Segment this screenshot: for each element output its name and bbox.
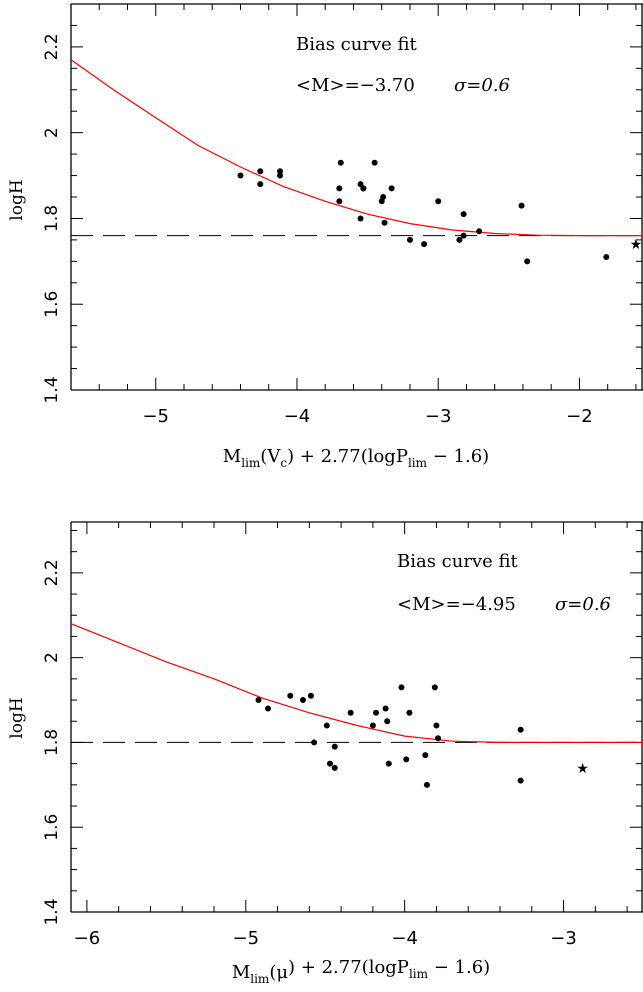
data-point bbox=[371, 159, 378, 166]
data-point bbox=[406, 236, 413, 243]
data-point bbox=[347, 709, 354, 716]
y-tick-label: 1.4 bbox=[42, 898, 62, 925]
data-point bbox=[398, 684, 405, 691]
data-point bbox=[385, 760, 392, 767]
data-point bbox=[518, 202, 525, 209]
data-point bbox=[373, 709, 380, 716]
x-tick-label: −3 bbox=[425, 406, 452, 427]
data-point bbox=[323, 722, 330, 729]
plot-frame bbox=[70, 3, 643, 391]
data-point bbox=[255, 697, 262, 704]
chart-panel-bottom: −6 −5 −4 −3 1.41.61.822.2 ★ Bias curve fit … bbox=[7, 521, 643, 986]
x-tick-label: −4 bbox=[284, 406, 311, 427]
data-point bbox=[357, 181, 364, 188]
y-axis-ticks: 1.4 1.6 1.8 2 2.2 bbox=[42, 3, 642, 404]
x-axis-ticks: −6 −5 −4 −3 bbox=[74, 522, 628, 949]
y-tick-label: 1.8 bbox=[42, 729, 62, 756]
data-point bbox=[388, 185, 395, 192]
data-point bbox=[431, 684, 438, 691]
data-point bbox=[433, 722, 440, 729]
y-tick-label: 2.2 bbox=[42, 559, 62, 586]
data-point bbox=[603, 254, 610, 261]
data-point bbox=[524, 258, 531, 265]
data-point bbox=[237, 172, 244, 179]
data-point bbox=[331, 764, 338, 771]
y-tick-label: 1.6 bbox=[42, 291, 62, 318]
star-point: ★ bbox=[630, 237, 643, 253]
data-points: ★ bbox=[237, 159, 643, 265]
x-tick-label: −3 bbox=[550, 928, 577, 949]
plot-frame bbox=[70, 521, 643, 913]
data-point bbox=[326, 760, 333, 767]
x-axis-label: Mlim(μ) + 2.77(logPlim − 1.6) bbox=[232, 957, 490, 986]
y-axis-ticks: 1.4 1.6 1.8 2 2.2 bbox=[42, 529, 642, 926]
annotation-title: Bias curve fit bbox=[397, 551, 519, 572]
x-tick-label: −5 bbox=[233, 928, 260, 949]
data-point bbox=[423, 781, 430, 788]
data-point bbox=[257, 168, 264, 175]
data-point bbox=[257, 181, 264, 188]
data-point bbox=[403, 756, 410, 763]
data-point bbox=[369, 722, 376, 729]
data-point bbox=[384, 718, 391, 725]
y-tick-label: 2 bbox=[42, 652, 62, 663]
y-tick-label: 1.8 bbox=[42, 205, 62, 232]
x-tick-label: −6 bbox=[74, 928, 101, 949]
data-point bbox=[517, 726, 524, 733]
bias-curve bbox=[70, 623, 643, 743]
data-points: ★ bbox=[255, 684, 589, 788]
y-tick-label: 1.4 bbox=[42, 376, 62, 403]
x-axis-label: Mlim(Vc) + 2.77(logPlim − 1.6) bbox=[223, 446, 489, 470]
data-point bbox=[456, 236, 463, 243]
data-point bbox=[422, 752, 429, 759]
data-point bbox=[517, 777, 524, 784]
data-point bbox=[380, 194, 387, 200]
y-axis-label: logH bbox=[7, 697, 27, 738]
data-point bbox=[277, 168, 284, 175]
annotation-sigma: σ=0.6 bbox=[454, 75, 510, 96]
x-axis-ticks: −5 −4 −3 −2 bbox=[70, 4, 637, 427]
data-point bbox=[382, 705, 389, 712]
x-tick-label: −4 bbox=[391, 928, 418, 949]
data-point bbox=[460, 232, 467, 239]
annotation-mean: <M>=−4.95 bbox=[397, 594, 516, 615]
bias-curve-line bbox=[70, 59, 643, 237]
data-point bbox=[476, 228, 483, 235]
data-point bbox=[287, 692, 294, 699]
data-point bbox=[360, 185, 367, 192]
data-point bbox=[265, 705, 272, 712]
data-point bbox=[311, 739, 318, 746]
bias-curve-line bbox=[70, 623, 643, 743]
y-tick-label: 2.2 bbox=[42, 33, 62, 60]
data-point bbox=[336, 185, 343, 192]
y-tick-label: 2 bbox=[42, 127, 62, 138]
star-point: ★ bbox=[576, 761, 589, 777]
data-point bbox=[421, 241, 428, 248]
y-tick-label: 1.6 bbox=[42, 814, 62, 841]
data-point bbox=[435, 198, 442, 205]
annotation-sigma: σ=0.6 bbox=[555, 594, 611, 615]
data-point bbox=[331, 743, 338, 750]
annotation-title: Bias curve fit bbox=[296, 34, 418, 55]
annotation-mean: <M>=−3.70 bbox=[296, 75, 415, 96]
data-point bbox=[381, 219, 388, 226]
data-point bbox=[435, 735, 442, 742]
x-tick-label: −5 bbox=[142, 406, 169, 427]
data-point bbox=[307, 692, 314, 699]
data-point bbox=[277, 172, 284, 179]
chart-panel-top: −5 −4 −3 −2 1.41.61.822.2 ★ Bias curve fit … bbox=[7, 3, 643, 470]
data-point bbox=[406, 709, 413, 716]
y-axis-label: logH bbox=[7, 179, 27, 220]
data-point bbox=[336, 198, 343, 205]
bias-curve bbox=[70, 59, 643, 237]
data-point bbox=[357, 215, 364, 222]
data-point bbox=[460, 211, 467, 218]
x-tick-label: −2 bbox=[566, 406, 593, 427]
data-point bbox=[299, 697, 306, 704]
data-point bbox=[337, 159, 344, 166]
